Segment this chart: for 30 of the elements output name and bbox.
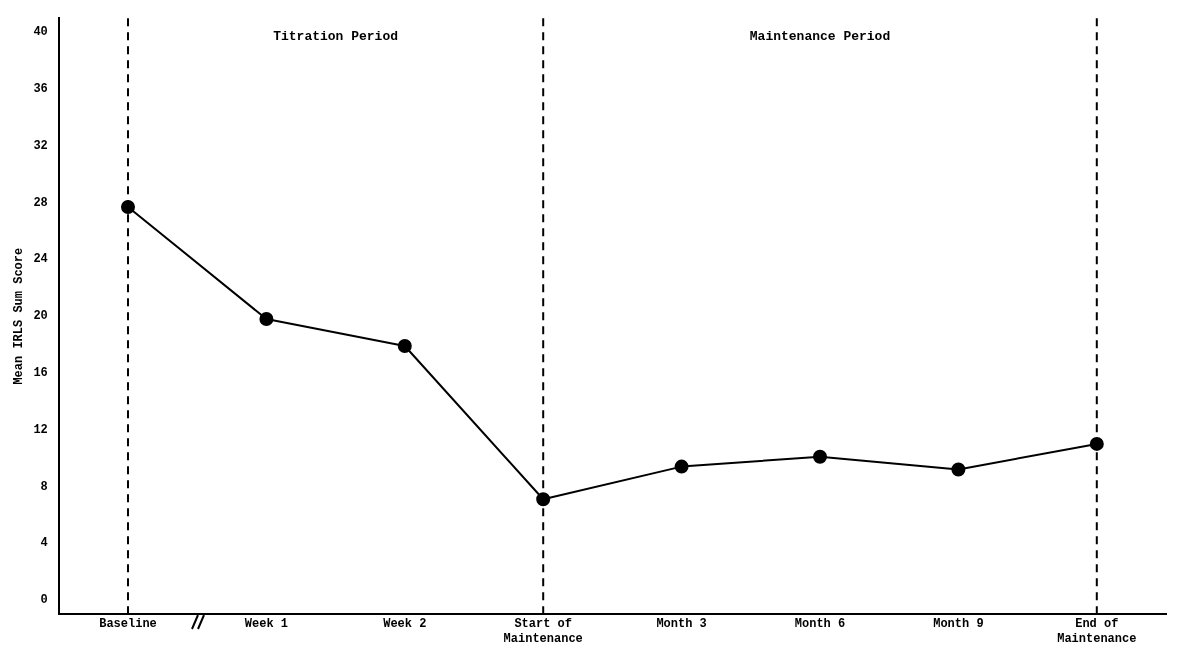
x-tick-label: Start of Maintenance — [503, 617, 583, 646]
point — [674, 459, 689, 474]
y-tick-label: 12 — [33, 422, 48, 437]
x-tick-label: Month 6 — [794, 617, 846, 632]
y-tick-label: 8 — [40, 479, 48, 494]
y-tick-label: 40 — [33, 25, 48, 40]
x-tick-label: Month 9 — [933, 617, 984, 632]
x-tick-label: Month 3 — [656, 617, 707, 632]
point — [259, 312, 274, 327]
x-tick-label: End of Maintenance — [1057, 617, 1137, 646]
y-tick-label: 36 — [33, 82, 48, 97]
point — [397, 339, 412, 353]
annotation: Maintenance Period — [749, 29, 891, 45]
point — [536, 492, 551, 507]
x-tick-label: Baseline — [99, 617, 157, 632]
point — [1089, 436, 1104, 451]
y-tick-label: 28 — [33, 195, 48, 210]
point — [813, 449, 827, 464]
y-tick-label: 4 — [40, 536, 48, 551]
annotation: Titration Period — [273, 29, 399, 45]
point — [121, 199, 135, 214]
y-tick-label: 16 — [33, 365, 48, 380]
y-tick-label: 0 — [40, 593, 48, 608]
y-tick-label: 24 — [33, 252, 48, 267]
y-tick-label: 32 — [33, 138, 48, 153]
y-axis-title: Mean IRLS Sum Score — [12, 247, 27, 385]
point — [951, 462, 966, 477]
x-tick-label: Week 2 — [383, 617, 427, 632]
x-tick-label: Week 1 — [244, 617, 289, 632]
y-tick-label: 20 — [33, 309, 48, 324]
